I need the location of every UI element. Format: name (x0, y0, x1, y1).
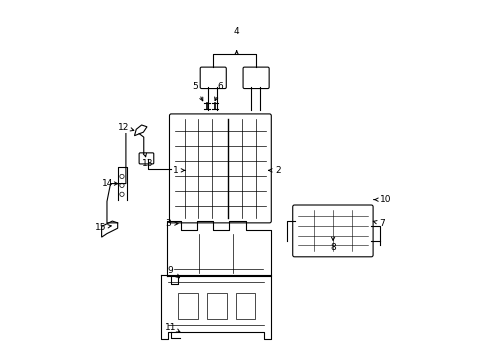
Text: 9: 9 (167, 266, 173, 275)
FancyBboxPatch shape (169, 114, 271, 223)
Bar (178, 293, 198, 319)
Bar (206, 293, 226, 319)
Text: 15: 15 (95, 222, 106, 231)
Text: 12: 12 (118, 123, 129, 132)
FancyBboxPatch shape (243, 67, 268, 89)
Text: 4: 4 (233, 27, 239, 36)
FancyBboxPatch shape (292, 205, 372, 257)
Text: 6: 6 (217, 82, 223, 91)
Text: 3: 3 (164, 219, 170, 228)
Text: 2: 2 (274, 166, 280, 175)
Text: 10: 10 (379, 195, 390, 204)
FancyBboxPatch shape (139, 153, 153, 164)
Text: 14: 14 (102, 179, 114, 188)
Text: 11: 11 (164, 323, 176, 332)
FancyBboxPatch shape (200, 67, 226, 89)
Text: 1: 1 (173, 166, 179, 175)
Text: 5: 5 (192, 82, 198, 91)
Text: 8: 8 (329, 243, 335, 252)
Text: 13: 13 (142, 159, 153, 168)
Bar (235, 293, 255, 319)
Text: 7: 7 (378, 219, 384, 228)
